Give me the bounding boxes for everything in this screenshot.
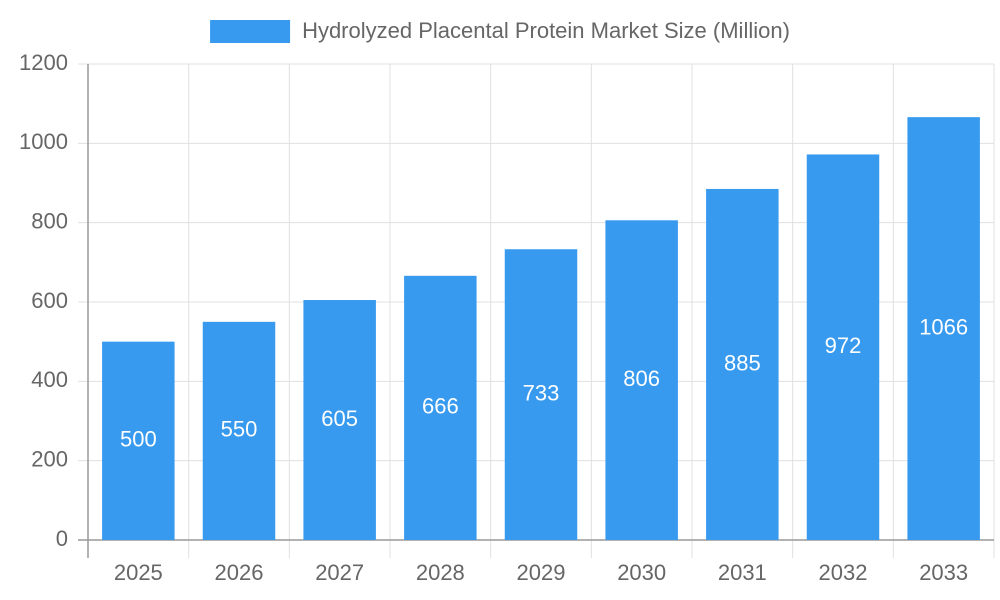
y-tick-label: 0 — [56, 526, 68, 551]
y-tick-label: 600 — [31, 288, 68, 313]
bar — [806, 154, 880, 540]
bar — [102, 341, 175, 540]
bar — [706, 188, 779, 540]
value-label: 500 — [120, 427, 157, 452]
legend-swatch — [210, 20, 291, 43]
bar — [202, 321, 276, 540]
value-label: 972 — [825, 333, 862, 358]
y-tick-label: 1200 — [19, 50, 68, 75]
value-label: 666 — [422, 394, 459, 419]
y-tick-label: 400 — [31, 367, 68, 392]
value-label: 1066 — [919, 314, 968, 339]
value-label: 550 — [221, 417, 258, 442]
x-tick-label: 2030 — [617, 560, 666, 585]
x-tick-label: 2025 — [114, 560, 163, 585]
value-label: 806 — [623, 366, 660, 391]
value-label: 733 — [523, 380, 560, 405]
x-tick-label: 2026 — [215, 560, 264, 585]
x-tick-label: 2032 — [819, 560, 868, 585]
bar — [404, 275, 477, 540]
bar — [303, 300, 376, 540]
x-tick-label: 2031 — [718, 560, 767, 585]
value-label: 605 — [321, 406, 358, 431]
bar — [504, 249, 578, 540]
value-label: 885 — [724, 350, 761, 375]
x-tick-label: 2028 — [416, 560, 465, 585]
y-tick-label: 800 — [31, 208, 68, 233]
x-tick-label: 2029 — [517, 560, 566, 585]
x-tick-label: 2027 — [315, 560, 364, 585]
bar — [907, 117, 980, 541]
bar — [605, 220, 678, 540]
y-tick-label: 1000 — [19, 129, 68, 154]
x-tick-label: 2033 — [919, 560, 968, 585]
legend-label: Hydrolyzed Placental Protein Market Size… — [302, 18, 790, 43]
y-tick-label: 200 — [31, 446, 68, 471]
